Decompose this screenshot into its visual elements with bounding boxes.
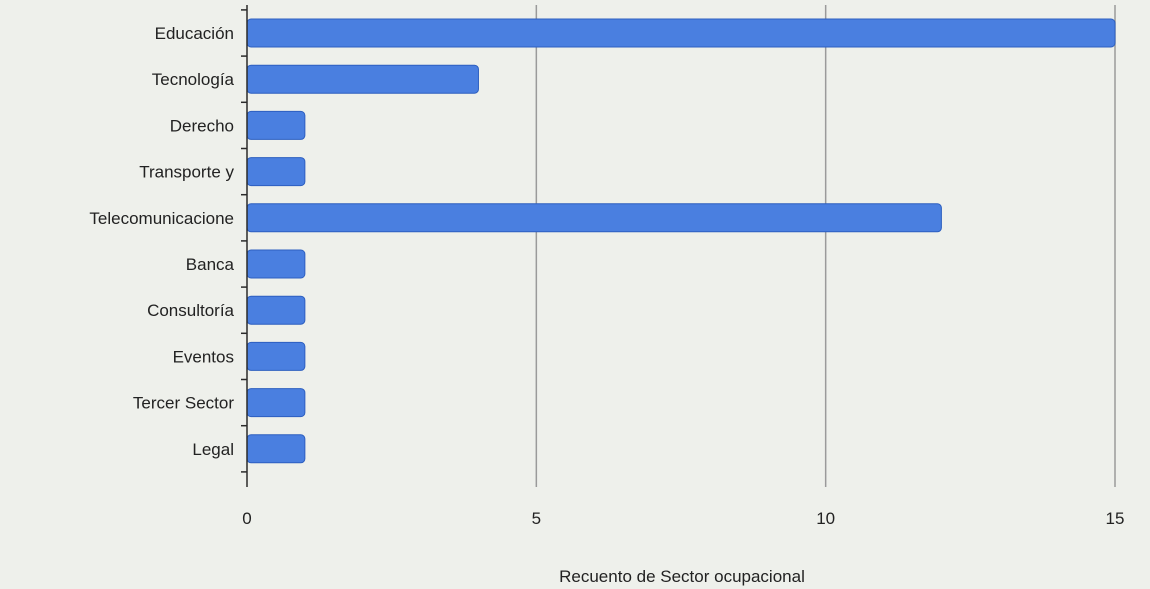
bar-5 — [246, 249, 306, 279]
bars — [246, 18, 1116, 464]
category-label-0: Educación — [155, 24, 234, 43]
bar-7 — [246, 341, 306, 371]
category-label-2: Derecho — [170, 116, 234, 135]
x-axis-title: Recuento de Sector ocupacional — [559, 567, 805, 586]
x-tick-label-1: 5 — [532, 509, 541, 528]
category-label-6: Consultoría — [147, 301, 234, 320]
bar-1 — [246, 64, 479, 94]
x-tick-label-0: 0 — [242, 509, 251, 528]
bar-4 — [246, 203, 942, 233]
x-tick-label-3: 15 — [1106, 509, 1125, 528]
bar-0 — [246, 18, 1116, 48]
axes — [241, 5, 248, 487]
category-label-3: Transporte y — [139, 163, 234, 182]
category-label-1: Tecnología — [152, 70, 235, 89]
bar-2 — [246, 110, 306, 140]
bar-8 — [246, 388, 306, 418]
gridlines — [535, 5, 1116, 487]
category-label-9: Legal — [192, 440, 234, 459]
bar-6 — [246, 295, 306, 325]
category-label-4: Telecomunicacione — [89, 209, 234, 228]
category-label-7: Eventos — [173, 347, 234, 366]
category-label-5: Banca — [186, 255, 235, 274]
bar-9 — [246, 434, 306, 464]
category-label-8: Tercer Sector — [133, 394, 234, 413]
bar-3 — [246, 157, 306, 187]
x-tick-labels: 0 5 10 15 — [242, 509, 1124, 528]
category-labels: Educación Tecnología Derecho Transporte y Te… — [89, 24, 234, 459]
x-tick-label-2: 10 — [816, 509, 835, 528]
